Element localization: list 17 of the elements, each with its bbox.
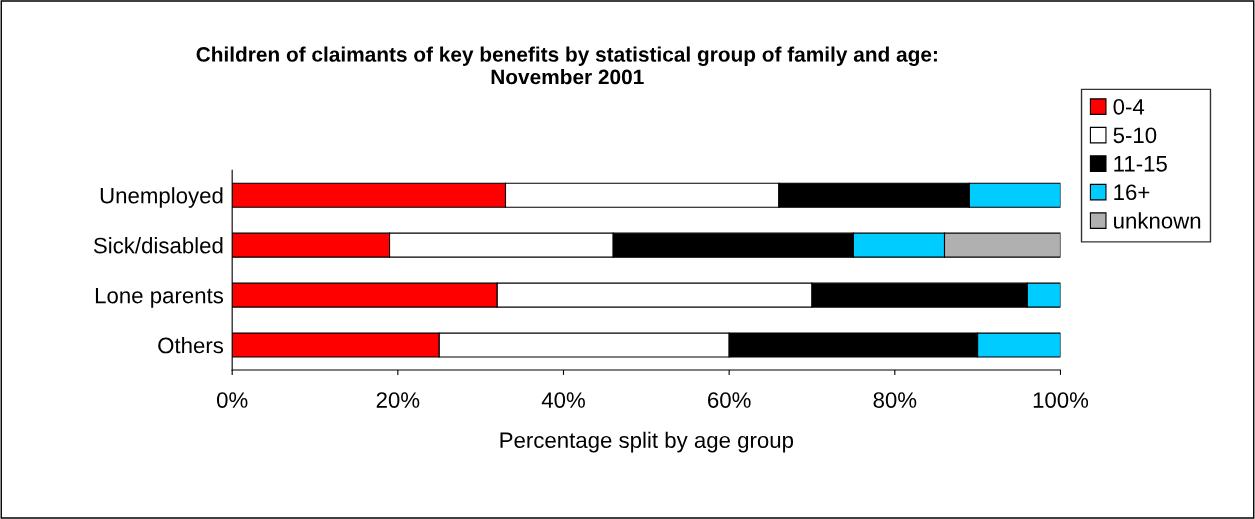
x-axis-title: Percentage split by age group [500, 431, 794, 453]
legend-label: 11-15 [1114, 156, 1167, 172]
legend-label: unknown [1114, 212, 1201, 229]
y-tick-label: Sick/disabled [93, 237, 223, 254]
x-tick-label: 100% [1033, 392, 1089, 408]
y-tick-label: Lone parents [95, 287, 224, 308]
x-tick-label: 60% [708, 392, 751, 408]
x-tick-label: 40% [541, 392, 585, 408]
y-tick-label: Others [158, 337, 224, 354]
legend-label: 16+ [1114, 184, 1150, 201]
x-tick-label: 0% [216, 392, 248, 408]
x-tick-label: 80% [873, 392, 917, 408]
y-tick-label: Unemployed [100, 187, 223, 208]
x-tick-label: 20% [376, 392, 420, 408]
legend-label: 0-4 [1113, 98, 1145, 115]
chart-title: Children of claimants of key benefits by statistical group of family and age: November 2001 [196, 46, 937, 85]
legend-label: 5-10 [1113, 127, 1157, 144]
